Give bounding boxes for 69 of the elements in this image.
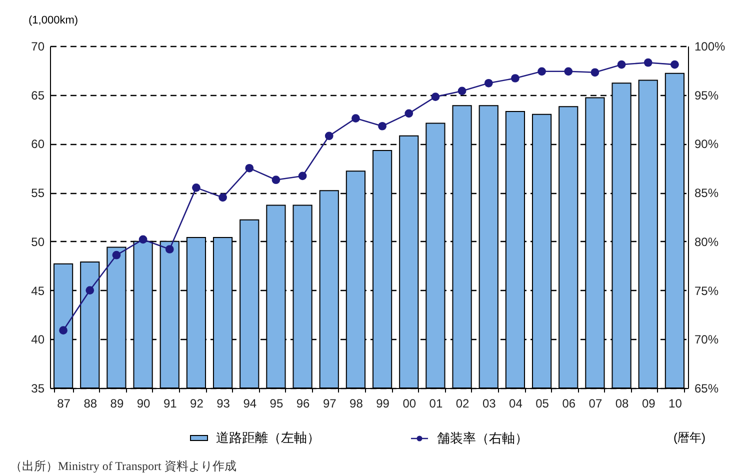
- x-tick-label: 07: [588, 396, 602, 410]
- point: [404, 109, 414, 118]
- point: [484, 78, 493, 88]
- x-tick-label: 95: [270, 396, 284, 410]
- point: [86, 286, 94, 294]
- x-tick-label: 94: [243, 396, 257, 410]
- point: [298, 172, 307, 180]
- x-tick-label: 98: [350, 396, 364, 410]
- y-tick-label: 70: [31, 40, 45, 54]
- x-tick-label: 01: [429, 396, 443, 410]
- y2-tick-label: 85%: [694, 186, 719, 200]
- y-tick-label: 65: [31, 88, 45, 102]
- point: [564, 67, 573, 76]
- x-tick-label: 00: [402, 396, 416, 410]
- x-tick-label: 08: [615, 396, 630, 410]
- y2-tick-label: 70%: [694, 332, 719, 347]
- x-tick-label: 89: [110, 396, 124, 410]
- point: [112, 250, 121, 260]
- x-tick-label: 99: [376, 396, 390, 410]
- x-tick-label: 05: [536, 396, 550, 410]
- point: [165, 245, 174, 254]
- y2-tick-label: 100%: [694, 40, 726, 54]
- y-tick-label: 35: [31, 382, 45, 396]
- point: [378, 122, 386, 130]
- point: [192, 184, 200, 192]
- legend-label: 舗装率（右軸）: [437, 430, 528, 446]
- legend-label: 道路距離（左軸）: [216, 430, 320, 445]
- x-tick-label: 91: [163, 396, 178, 410]
- x-tick-label: 02: [456, 396, 470, 410]
- x-tick-label: 88: [84, 396, 98, 410]
- text: （出所）Ministry of Transport 資料より作成: [10, 459, 236, 473]
- x-tick-label: 93: [216, 396, 230, 410]
- x-tick-label: 97: [322, 396, 337, 410]
- point: [617, 60, 626, 69]
- y-tick-label: 60: [31, 137, 45, 152]
- x-tick-label: 06: [562, 396, 576, 410]
- point: [59, 326, 68, 335]
- x-tick-label: 92: [190, 396, 204, 410]
- y-tick-label: 45: [31, 284, 45, 298]
- y2-tick-label: 80%: [694, 234, 719, 249]
- y2-tick-label: 95%: [694, 88, 719, 102]
- point: [352, 114, 360, 122]
- y-tick-label: 50: [31, 234, 45, 249]
- x-tick-label: 10: [668, 396, 682, 410]
- point: [538, 67, 546, 76]
- x-tick-label: 87: [57, 396, 71, 410]
- point: [431, 92, 440, 101]
- point: [670, 60, 679, 69]
- y2-tick-label: 65%: [694, 382, 719, 396]
- point: [458, 86, 466, 96]
- x-tick-label: 90: [136, 396, 151, 410]
- point: [272, 176, 280, 184]
- y-tick-label: 40: [31, 332, 45, 347]
- point: [138, 235, 148, 244]
- point: [644, 58, 652, 67]
- x-tick-label: 04: [509, 396, 523, 410]
- y-tick-label: 55: [31, 186, 45, 200]
- x-axis-title: (暦年): [674, 430, 706, 444]
- x-tick-label: 09: [642, 396, 656, 410]
- x-tick-label: 03: [482, 396, 496, 410]
- point: [245, 164, 254, 172]
- point: [218, 193, 227, 202]
- y2-tick-label: 90%: [694, 137, 719, 152]
- y-axis-title: (1,000km): [28, 14, 78, 26]
- x-tick-label: 96: [296, 396, 310, 410]
- y2-tick-label: 75%: [694, 284, 719, 298]
- point: [590, 68, 600, 77]
- point: [511, 74, 520, 82]
- point: [324, 132, 334, 140]
